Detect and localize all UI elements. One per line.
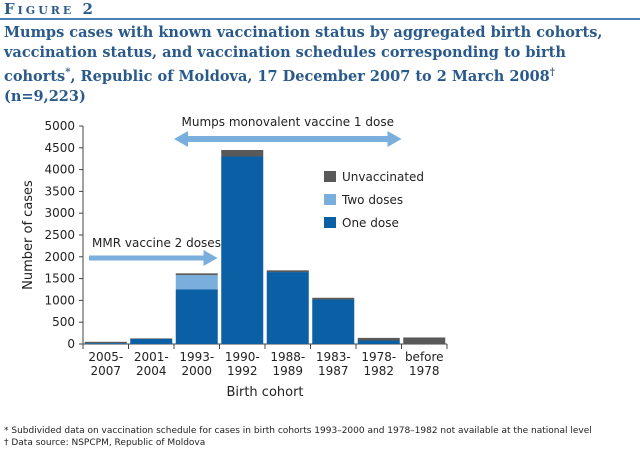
title-end: (n=9,223): [4, 87, 86, 105]
footnote-source: † Data source: NSPCPM, Republic of Moldo…: [4, 438, 206, 448]
figure-title: Mumps cases with known vaccination statu…: [4, 23, 636, 107]
y-tick-label-3500: 3500: [44, 184, 75, 198]
x-tick-label-3-line1: 1990-: [225, 350, 260, 364]
bar-one-dose-4: [266, 272, 309, 344]
x-tick-label-3-line2: 1992: [227, 364, 258, 378]
bar-one-dose-2: [175, 289, 218, 344]
bar-one-dose-0: [84, 343, 127, 344]
bar-one-dose-6: [357, 340, 400, 344]
x-tick-label-6-line1: 1978-: [361, 350, 396, 364]
bar-unvaccinated-1: [130, 338, 173, 339]
bar-one-dose-3: [221, 156, 264, 344]
x-tick-label-5-line2: 1987: [318, 364, 349, 378]
bar-unvaccinated-0: [84, 341, 127, 344]
title-rule: [0, 18, 640, 20]
bar-unvaccinated-2: [175, 273, 218, 276]
x-tick-label-2-line2: 2000: [181, 364, 212, 378]
y-tick-label-1500: 1500: [44, 272, 75, 286]
annotation-arrowhead-left-0: [174, 131, 188, 147]
bar-two-doses-2: [175, 275, 218, 290]
title-mark-dagger: †: [549, 67, 555, 78]
x-tick-label-4-line1: 1988-: [270, 350, 305, 364]
y-tick-label-4000: 4000: [44, 163, 75, 177]
title-mid: , Republic of Moldova, 17 December 2007 …: [70, 67, 550, 85]
y-axis-label: Number of cases: [21, 180, 36, 290]
stacked-bar-chart: 0 500 1000 1500 2000 2500 3000 3500 4000 4500 5000…: [21, 115, 448, 400]
y-tick-label-0: 0: [67, 337, 75, 351]
title-mark-asterisk: *: [65, 67, 71, 78]
bar-unvaccinated-4: [266, 270, 309, 273]
figure-label: Figure 2: [4, 0, 96, 18]
legend-label-unvaccinated: Unvaccinated: [342, 170, 424, 184]
x-tick-label-7-line2: 1978: [409, 364, 440, 378]
legend-swatch-unvaccinated: [324, 171, 336, 182]
annotation-arrowhead-1: [203, 250, 218, 266]
legend-label-one-dose: One dose: [342, 216, 399, 230]
annotation-label-0: Mumps monovalent vaccine 1 dose: [182, 115, 394, 129]
bar-unvaccinated-5: [312, 297, 355, 300]
y-tick-label-2000: 2000: [44, 250, 75, 264]
x-tick-label-1-line1: 2001-: [134, 350, 169, 364]
legend-swatch-one-dose: [324, 217, 336, 228]
x-tick-label-2-line1: 1993-: [179, 350, 214, 364]
x-tick-label-7-line1: before: [405, 350, 444, 364]
y-tick-label-1000: 1000: [44, 293, 75, 307]
x-tick-label-0-line2: 2007: [90, 364, 121, 378]
bar-unvaccinated-7: [403, 337, 446, 344]
bar-one-dose-5: [312, 299, 355, 344]
bar-one-dose-1: [130, 338, 173, 344]
y-tick-label-3000: 3000: [44, 206, 75, 220]
x-tick-label-0-line1: 2005-: [88, 350, 123, 364]
x-tick-label-4-line2: 1989: [272, 364, 303, 378]
x-tick-label-6-line2: 1982: [363, 364, 394, 378]
title-main: Mumps cases with known vaccination statu…: [4, 24, 603, 85]
footnote-subdivided: * Subdivided data on vaccination schedul…: [4, 426, 592, 436]
bar-unvaccinated-6: [357, 337, 400, 341]
x-tick-label-1-line2: 2004: [136, 364, 167, 378]
y-tick-label-5000: 5000: [44, 119, 75, 133]
legend-swatch-two-doses: [324, 194, 336, 205]
bar-unvaccinated-3: [221, 149, 264, 157]
x-axis-label: Birth cohort: [226, 385, 303, 400]
y-tick-label-500: 500: [52, 315, 75, 329]
legend-label-two-doses: Two doses: [341, 193, 403, 207]
x-tick-label-5-line1: 1983-: [316, 350, 351, 364]
y-tick-label-4500: 4500: [44, 141, 75, 155]
annotation-arrowhead-right-0: [387, 131, 402, 147]
y-tick-label-2500: 2500: [44, 228, 75, 242]
annotation-label-1: MMR vaccine 2 doses: [92, 236, 221, 250]
